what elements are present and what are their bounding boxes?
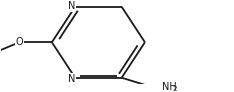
Text: N: N <box>68 74 75 84</box>
Text: N: N <box>68 1 75 11</box>
Text: NH: NH <box>162 82 176 92</box>
Text: O: O <box>15 37 23 47</box>
Text: 2: 2 <box>173 86 177 92</box>
